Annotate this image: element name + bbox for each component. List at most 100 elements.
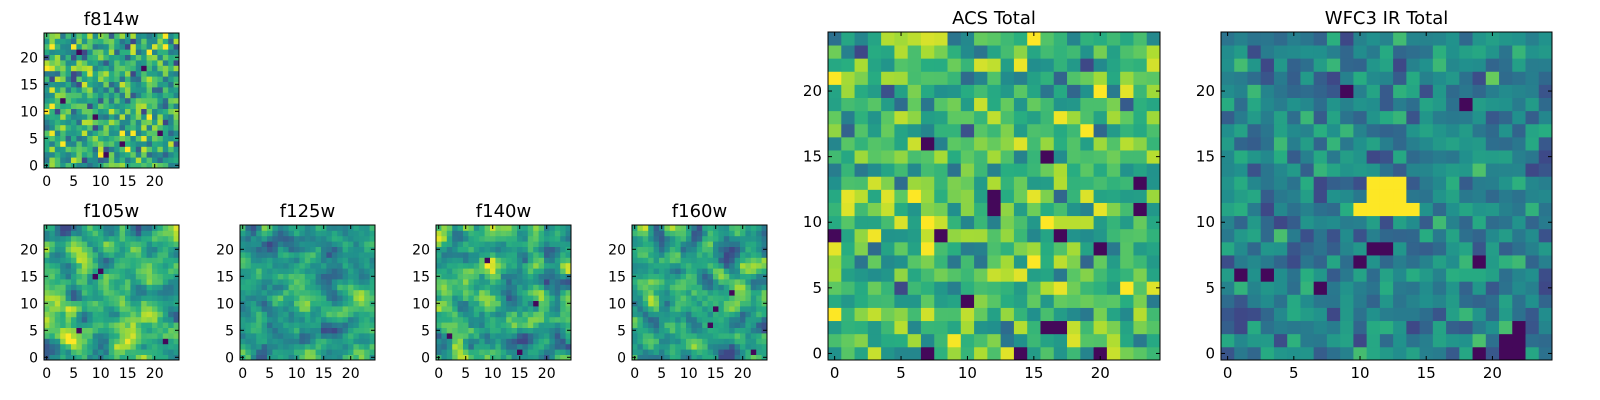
heatmap-cell xyxy=(87,343,93,350)
y-tick-label: 5 xyxy=(812,279,822,297)
heatmap-cell xyxy=(119,162,126,169)
heatmap-cell xyxy=(934,202,948,217)
heatmap-cell xyxy=(294,333,300,339)
heatmap-cell xyxy=(691,295,698,301)
heatmap-cell xyxy=(446,349,453,355)
heatmap-cell xyxy=(71,81,77,88)
heatmap-cell xyxy=(934,228,948,243)
heatmap-cell xyxy=(321,327,327,334)
heatmap-cell xyxy=(1340,320,1354,335)
heatmap-cell xyxy=(473,257,480,264)
heatmap-cell xyxy=(1093,228,1108,243)
heatmap-cell xyxy=(659,268,665,274)
heatmap-cell xyxy=(141,295,147,301)
heatmap-cell xyxy=(321,322,327,328)
heatmap-cell xyxy=(713,235,719,242)
heatmap-cell xyxy=(135,33,142,39)
heatmap-cell xyxy=(828,58,842,72)
heatmap-cell xyxy=(761,311,768,318)
heatmap-cell xyxy=(544,273,550,280)
heatmap-cell xyxy=(1067,58,1081,72)
heatmap-cell xyxy=(146,311,153,318)
heatmap-cell xyxy=(446,289,453,296)
heatmap-cell xyxy=(713,279,719,285)
heatmap-cell xyxy=(723,257,730,264)
heatmap-cell xyxy=(637,338,644,345)
heatmap-cell xyxy=(713,241,719,247)
heatmap-cell xyxy=(331,279,338,285)
heatmap-cell xyxy=(119,135,126,142)
heatmap-cell xyxy=(108,65,115,72)
heatmap-cell xyxy=(506,279,512,285)
heatmap-cell xyxy=(527,327,534,334)
heatmap-cell xyxy=(894,241,909,256)
heatmap-cell xyxy=(1485,176,1500,190)
heatmap-cell xyxy=(533,343,539,350)
heatmap-cell xyxy=(718,273,725,280)
heatmap-cell xyxy=(1040,241,1055,256)
heatmap-cell xyxy=(146,268,153,274)
heatmap-cell xyxy=(1419,84,1434,98)
heatmap-cell xyxy=(130,130,137,136)
heatmap-cell xyxy=(119,246,126,253)
heatmap-cell xyxy=(495,354,502,361)
heatmap-cell xyxy=(907,45,922,59)
heatmap-cell xyxy=(920,333,935,348)
heatmap-cell xyxy=(713,343,719,350)
heatmap-cell xyxy=(713,246,719,253)
heatmap-cell xyxy=(1287,58,1301,72)
heatmap-cell xyxy=(565,241,572,247)
heatmap-cell xyxy=(723,327,730,334)
heatmap-cell xyxy=(152,76,158,82)
heatmap-cell xyxy=(686,241,692,247)
heatmap-cell xyxy=(168,252,174,258)
heatmap-cell xyxy=(1326,45,1341,59)
heatmap-cell xyxy=(1013,32,1028,46)
heatmap-cell xyxy=(702,241,708,247)
heatmap-cell xyxy=(98,108,104,115)
heatmap-cell xyxy=(103,300,110,307)
heatmap-cell xyxy=(173,151,180,158)
heatmap-cell xyxy=(92,338,99,345)
heatmap-cell xyxy=(881,45,895,59)
heatmap-cell xyxy=(299,322,306,328)
heatmap-cell xyxy=(168,300,174,307)
heatmap-cell xyxy=(1273,215,1288,230)
heatmap-cell xyxy=(554,295,561,301)
heatmap-cell xyxy=(511,316,518,323)
heatmap-cell xyxy=(696,262,703,269)
heatmap-cell xyxy=(125,343,131,350)
heatmap-cell xyxy=(484,295,491,301)
heatmap-cell xyxy=(130,338,137,345)
heatmap-cell xyxy=(1393,202,1407,217)
heatmap-cell xyxy=(342,241,349,247)
heatmap-cell xyxy=(934,307,948,322)
heatmap-cell xyxy=(250,354,257,361)
heatmap-cell xyxy=(527,230,534,237)
heatmap-cell xyxy=(342,338,349,345)
heatmap-cell xyxy=(92,333,99,339)
heatmap-cell xyxy=(750,241,757,247)
heatmap-cell xyxy=(841,45,855,59)
heatmap-cell xyxy=(680,349,687,355)
heatmap-cell xyxy=(353,354,360,361)
heatmap-cell xyxy=(141,300,147,307)
heatmap-cell xyxy=(54,76,61,82)
heatmap-cell xyxy=(87,33,93,39)
heatmap-cell xyxy=(261,343,268,350)
heatmap-cell xyxy=(1366,32,1381,46)
heatmap-cell xyxy=(130,322,137,328)
heatmap-cell xyxy=(326,279,333,285)
heatmap-cell xyxy=(342,354,349,361)
heatmap-cell xyxy=(1300,333,1315,348)
heatmap-cell xyxy=(119,87,126,93)
heatmap-cell xyxy=(81,338,88,345)
heatmap-cell xyxy=(522,343,529,350)
heatmap-cell xyxy=(734,284,741,291)
heatmap-cell xyxy=(108,49,115,55)
heatmap-cell xyxy=(54,338,61,345)
heatmap-cell xyxy=(1538,163,1553,177)
heatmap-cell xyxy=(256,268,262,274)
heatmap-cell xyxy=(87,38,93,45)
heatmap-cell xyxy=(98,130,104,136)
